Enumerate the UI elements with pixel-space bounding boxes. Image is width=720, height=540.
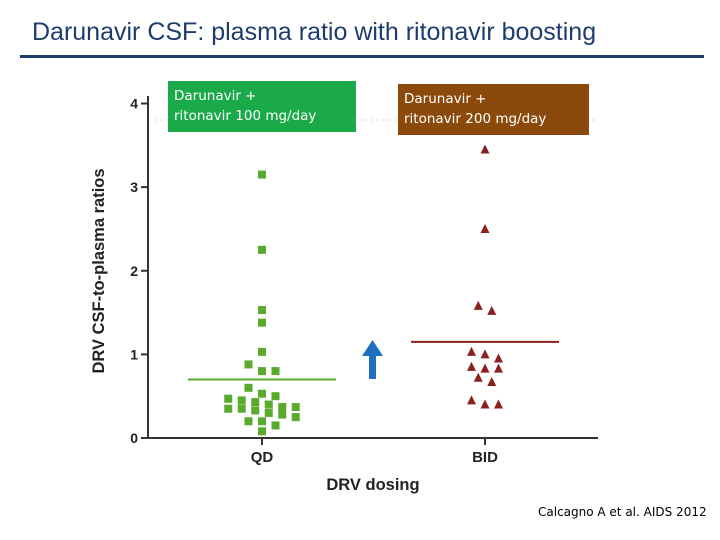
y-axis-label: DRV CSF-to-plasma ratios (90, 168, 108, 373)
bid-data-point (487, 376, 497, 386)
legend-qd-line1: Darunavir + (174, 88, 257, 104)
qd-data-point (291, 413, 300, 422)
legend-qd-line2: ritonavir 100 mg/day (174, 108, 317, 124)
legend-bid-line2: ritonavir 200 mg/day (404, 111, 547, 127)
qd-data-point (224, 394, 233, 403)
bid-data-point (467, 395, 476, 405)
bid-data-point (467, 361, 476, 371)
bid-data-point (473, 300, 483, 310)
qd-data-point (237, 396, 246, 405)
qd-data-point (258, 417, 266, 426)
page-title: Darunavir CSF: plasma ratio with ritonav… (32, 18, 597, 46)
qd-data-point (278, 403, 287, 412)
y-tick-label: 4 (130, 96, 138, 112)
up-arrow-icon (362, 340, 383, 379)
qd-data-point (258, 170, 266, 179)
qd-data-point (278, 410, 287, 419)
y-tick-label: 1 (130, 346, 138, 362)
legend-qd: Darunavir + ritonavir 100 mg/day (168, 81, 356, 132)
qd-data-point (258, 318, 266, 327)
bid-data-point (473, 372, 483, 382)
bid-data-point (480, 363, 490, 373)
qd-data-point (251, 398, 260, 407)
bid-data-point (494, 353, 503, 363)
bid-data-point (487, 305, 497, 315)
qd-data-point (237, 404, 246, 413)
x-axis-label: DRV dosing (326, 476, 419, 494)
qd-data-point (258, 427, 266, 436)
y-tick-label: 0 (130, 430, 138, 446)
bid-data-point (480, 223, 490, 233)
legend-bid-line1: Darunavir + (404, 91, 487, 107)
qd-data-point (258, 245, 266, 254)
qd-data-point (258, 367, 266, 376)
legend-bid: Darunavir + ritonavir 200 mg/day (398, 84, 589, 135)
qd-data-point (264, 408, 273, 417)
x-tick-label: BID (472, 449, 498, 466)
qd-data-point (271, 392, 280, 401)
bid-data-point (480, 144, 490, 154)
y-tick-label: 2 (130, 263, 138, 279)
bid-data-point (467, 346, 476, 356)
qd-data-point (251, 406, 260, 415)
bid-data-point (480, 399, 490, 409)
qd-data-point (244, 360, 253, 369)
qd-data-point (271, 367, 280, 376)
bid-data-point (494, 399, 503, 409)
bid-data-point (480, 349, 490, 359)
qd-data-point (264, 400, 273, 409)
qd-data-point (291, 403, 300, 412)
citation: Calcagno A et al. AIDS 2012 (538, 505, 707, 519)
bid-data-point (494, 363, 503, 373)
qd-data-point (258, 347, 266, 356)
title-underline (20, 55, 704, 58)
qd-data-point (244, 383, 253, 392)
qd-data-point (271, 421, 280, 430)
qd-data-point (258, 389, 266, 398)
qd-data-point (244, 417, 253, 426)
qd-data-point (224, 404, 233, 413)
qd-data-point (258, 306, 266, 315)
x-tick-label: QD (251, 449, 274, 466)
y-tick-label: 3 (130, 179, 138, 195)
